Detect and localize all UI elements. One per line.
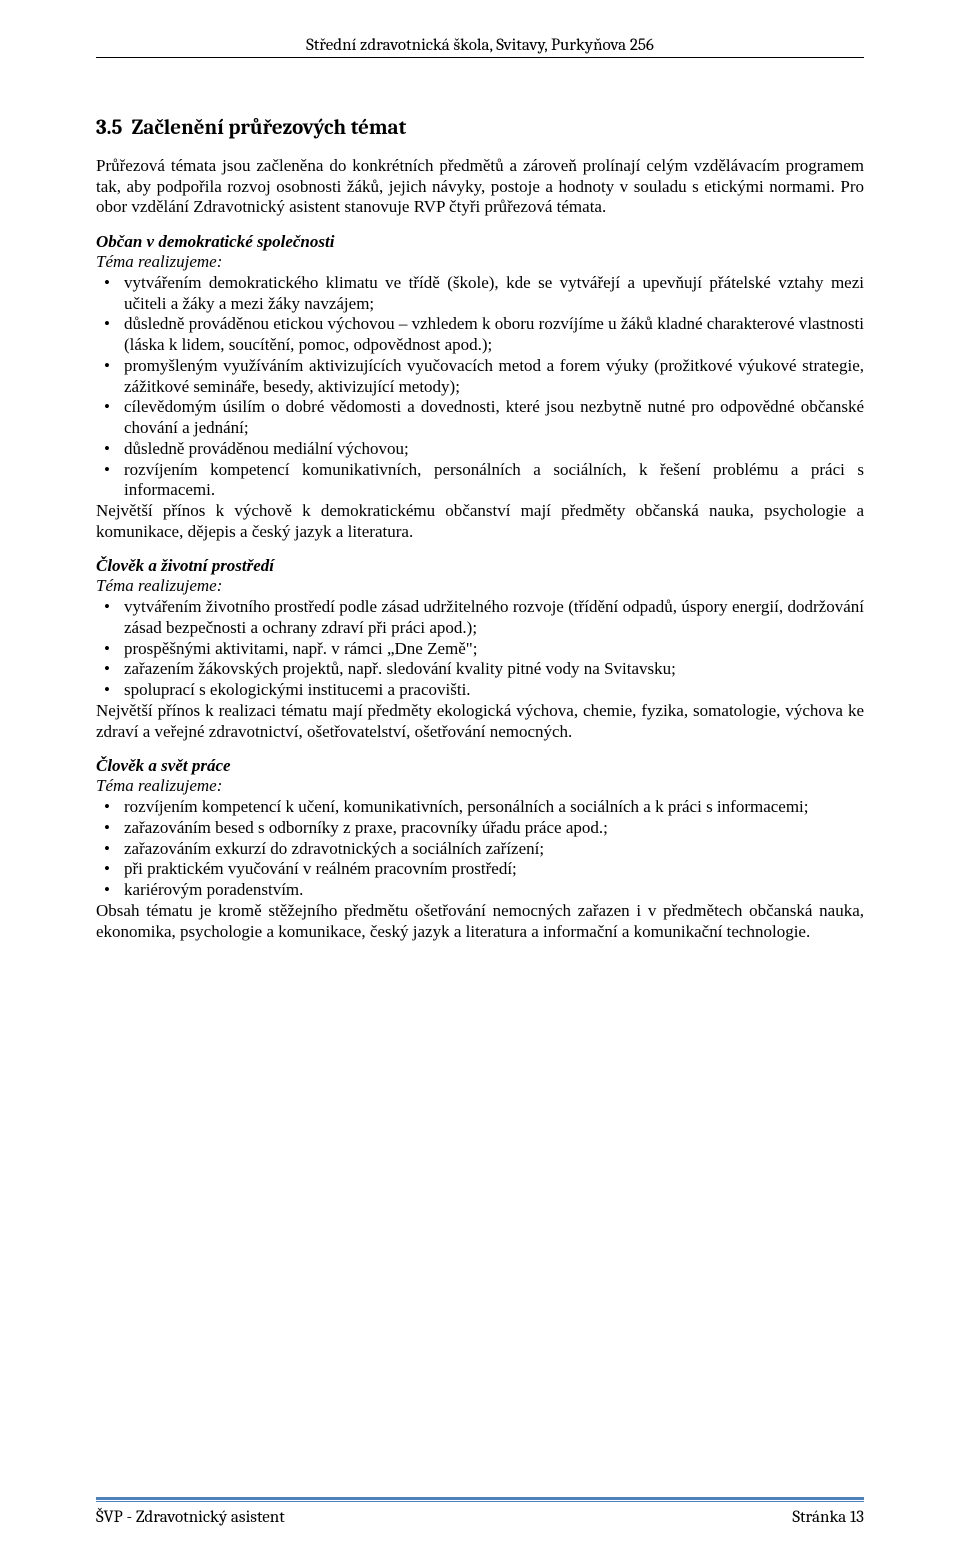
page-footer: ŠVP - Zdravotnický asistent Stránka 13	[96, 1497, 864, 1527]
footer-right: Stránka 13	[792, 1508, 864, 1527]
list-item: vytvářením životního prostředí podle zás…	[96, 597, 864, 638]
theme1-list: vytvářením demokratického klimatu ve tří…	[96, 273, 864, 501]
list-item: při praktickém vyučování v reálném praco…	[96, 859, 864, 880]
section-heading: 3.5 Začlenění průřezových témat	[96, 116, 864, 140]
theme1-heading: Občan v demokratické společnosti	[96, 232, 864, 252]
running-header: Střední zdravotnická škola, Svitavy, Pur…	[96, 36, 864, 58]
list-item: vytvářením demokratického klimatu ve tří…	[96, 273, 864, 314]
theme3-after: Obsah tématu je kromě stěžejního předmět…	[96, 901, 864, 942]
list-item: zařazováním exkurzí do zdravotnických a …	[96, 839, 864, 860]
list-item: rozvíjením kompetencí komunikativních, p…	[96, 460, 864, 501]
theme2-heading: Člověk a životní prostředí	[96, 556, 864, 576]
footer-rule-thick	[96, 1497, 864, 1500]
footer-left: ŠVP - Zdravotnický asistent	[96, 1508, 285, 1527]
section-number: 3.5	[96, 116, 122, 140]
theme1-lead: Téma realizujeme:	[96, 252, 864, 273]
theme2-list: vytvářením životního prostředí podle zás…	[96, 597, 864, 701]
list-item: promyšleným využíváním aktivizujících vy…	[96, 356, 864, 397]
theme3-list: rozvíjením kompetencí k učení, komunikat…	[96, 797, 864, 901]
section-title-text: Začlenění průřezových témat	[132, 116, 407, 140]
list-item: důsledně prováděnou mediální výchovou;	[96, 439, 864, 460]
list-item: kariérovým poradenstvím.	[96, 880, 864, 901]
list-item: důsledně prováděnou etickou výchovou – v…	[96, 314, 864, 355]
list-item: cílevědomým úsilím o dobré vědomosti a d…	[96, 397, 864, 438]
list-item: spoluprací s ekologickými institucemi a …	[96, 680, 864, 701]
footer-rule-thin	[96, 1501, 864, 1502]
list-item: rozvíjením kompetencí k učení, komunikat…	[96, 797, 864, 818]
theme3-heading: Člověk a svět práce	[96, 756, 864, 776]
theme3-lead: Téma realizujeme:	[96, 776, 864, 797]
theme2-lead: Téma realizujeme:	[96, 576, 864, 597]
list-item: zařazením žákovských projektů, např. sle…	[96, 659, 864, 680]
theme2-after: Největší přínos k realizaci tématu mají …	[96, 701, 864, 742]
theme1-after: Největší přínos k výchově k demokratické…	[96, 501, 864, 542]
list-item: zařazováním besed s odborníky z praxe, p…	[96, 818, 864, 839]
intro-paragraph: Průřezová témata jsou začleněna do konkr…	[96, 156, 864, 218]
list-item: prospěšnými aktivitami, např. v rámci „D…	[96, 639, 864, 660]
